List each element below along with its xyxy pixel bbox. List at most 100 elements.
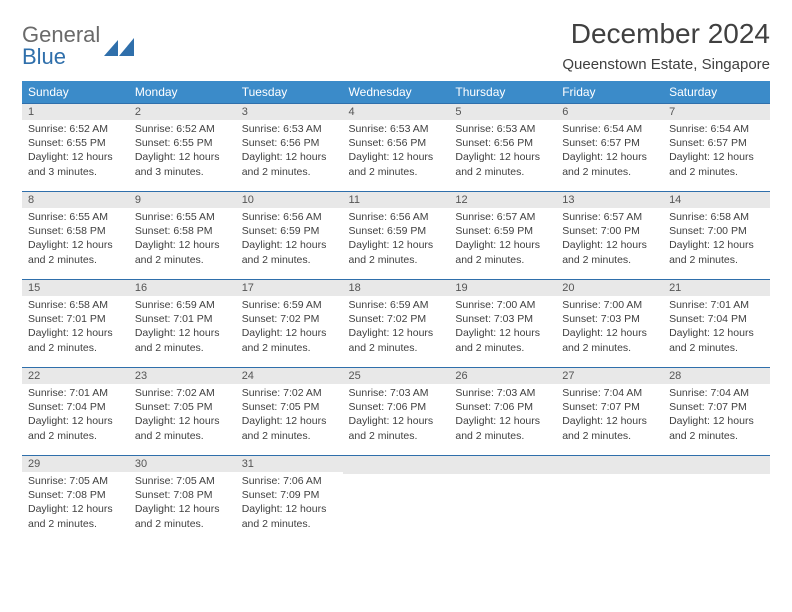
day-details: Sunrise: 6:59 AMSunset: 7:02 PMDaylight:… bbox=[236, 296, 343, 359]
daylight-line: Daylight: 12 hours and 2 minutes. bbox=[669, 414, 764, 442]
header: General Blue December 2024 Queenstown Es… bbox=[22, 18, 770, 73]
day-number: 19 bbox=[449, 279, 556, 296]
calendar-cell: 27Sunrise: 7:04 AMSunset: 7:07 PMDayligh… bbox=[556, 367, 663, 455]
sunrise-line: Sunrise: 6:53 AM bbox=[349, 122, 444, 136]
sunset-line: Sunset: 6:59 PM bbox=[455, 224, 550, 238]
sunrise-line: Sunrise: 7:01 AM bbox=[669, 298, 764, 312]
sunrise-line: Sunrise: 7:01 AM bbox=[28, 386, 123, 400]
sunset-line: Sunset: 7:08 PM bbox=[135, 488, 230, 502]
daylight-line: Daylight: 12 hours and 2 minutes. bbox=[669, 150, 764, 178]
calendar-cell bbox=[556, 455, 663, 543]
day-details: Sunrise: 7:04 AMSunset: 7:07 PMDaylight:… bbox=[663, 384, 770, 447]
calendar-cell: 9Sunrise: 6:55 AMSunset: 6:58 PMDaylight… bbox=[129, 191, 236, 279]
sunset-line: Sunset: 7:00 PM bbox=[669, 224, 764, 238]
calendar-cell: 24Sunrise: 7:02 AMSunset: 7:05 PMDayligh… bbox=[236, 367, 343, 455]
sunrise-line: Sunrise: 7:05 AM bbox=[135, 474, 230, 488]
sunrise-line: Sunrise: 6:52 AM bbox=[135, 122, 230, 136]
calendar-cell: 14Sunrise: 6:58 AMSunset: 7:00 PMDayligh… bbox=[663, 191, 770, 279]
daylight-line: Daylight: 12 hours and 2 minutes. bbox=[28, 414, 123, 442]
day-details-empty bbox=[449, 474, 556, 530]
day-details: Sunrise: 6:57 AMSunset: 6:59 PMDaylight:… bbox=[449, 208, 556, 271]
sunrise-line: Sunrise: 6:55 AM bbox=[135, 210, 230, 224]
day-details: Sunrise: 7:00 AMSunset: 7:03 PMDaylight:… bbox=[449, 296, 556, 359]
sunrise-line: Sunrise: 6:58 AM bbox=[28, 298, 123, 312]
calendar-cell: 15Sunrise: 6:58 AMSunset: 7:01 PMDayligh… bbox=[22, 279, 129, 367]
day-number: 8 bbox=[22, 191, 129, 208]
sunrise-line: Sunrise: 7:00 AM bbox=[562, 298, 657, 312]
day-details: Sunrise: 7:01 AMSunset: 7:04 PMDaylight:… bbox=[22, 384, 129, 447]
calendar-page: General Blue December 2024 Queenstown Es… bbox=[0, 0, 792, 555]
day-details-empty bbox=[663, 474, 770, 530]
daylight-line: Daylight: 12 hours and 2 minutes. bbox=[242, 238, 337, 266]
calendar-body: 1Sunrise: 6:52 AMSunset: 6:55 PMDaylight… bbox=[22, 103, 770, 543]
sunset-line: Sunset: 7:04 PM bbox=[669, 312, 764, 326]
sunset-line: Sunset: 7:07 PM bbox=[562, 400, 657, 414]
day-details: Sunrise: 6:59 AMSunset: 7:01 PMDaylight:… bbox=[129, 296, 236, 359]
sunrise-line: Sunrise: 6:53 AM bbox=[242, 122, 337, 136]
daylight-line: Daylight: 12 hours and 2 minutes. bbox=[349, 238, 444, 266]
calendar-cell: 20Sunrise: 7:00 AMSunset: 7:03 PMDayligh… bbox=[556, 279, 663, 367]
day-details-empty bbox=[343, 474, 450, 530]
weekday-header: Wednesday bbox=[343, 81, 450, 103]
sunset-line: Sunset: 7:01 PM bbox=[28, 312, 123, 326]
sunrise-line: Sunrise: 7:06 AM bbox=[242, 474, 337, 488]
daylight-line: Daylight: 12 hours and 2 minutes. bbox=[455, 326, 550, 354]
calendar-cell: 21Sunrise: 7:01 AMSunset: 7:04 PMDayligh… bbox=[663, 279, 770, 367]
sunset-line: Sunset: 7:01 PM bbox=[135, 312, 230, 326]
day-number: 11 bbox=[343, 191, 450, 208]
daylight-line: Daylight: 12 hours and 2 minutes. bbox=[28, 502, 123, 530]
sunrise-line: Sunrise: 7:02 AM bbox=[242, 386, 337, 400]
day-number: 13 bbox=[556, 191, 663, 208]
sunrise-line: Sunrise: 6:57 AM bbox=[455, 210, 550, 224]
sunrise-line: Sunrise: 6:59 AM bbox=[135, 298, 230, 312]
sunrise-line: Sunrise: 7:00 AM bbox=[455, 298, 550, 312]
day-details: Sunrise: 6:56 AMSunset: 6:59 PMDaylight:… bbox=[236, 208, 343, 271]
calendar-cell: 29Sunrise: 7:05 AMSunset: 7:08 PMDayligh… bbox=[22, 455, 129, 543]
daylight-line: Daylight: 12 hours and 2 minutes. bbox=[242, 414, 337, 442]
calendar-cell: 8Sunrise: 6:55 AMSunset: 6:58 PMDaylight… bbox=[22, 191, 129, 279]
day-details: Sunrise: 7:01 AMSunset: 7:04 PMDaylight:… bbox=[663, 296, 770, 359]
day-details: Sunrise: 6:56 AMSunset: 6:59 PMDaylight:… bbox=[343, 208, 450, 271]
calendar-cell bbox=[449, 455, 556, 543]
day-number: 30 bbox=[129, 455, 236, 472]
daylight-line: Daylight: 12 hours and 2 minutes. bbox=[669, 326, 764, 354]
day-details: Sunrise: 6:55 AMSunset: 6:58 PMDaylight:… bbox=[129, 208, 236, 271]
day-number: 15 bbox=[22, 279, 129, 296]
day-details: Sunrise: 7:06 AMSunset: 7:09 PMDaylight:… bbox=[236, 472, 343, 535]
daylight-line: Daylight: 12 hours and 2 minutes. bbox=[242, 150, 337, 178]
sunset-line: Sunset: 7:02 PM bbox=[349, 312, 444, 326]
calendar-row: 22Sunrise: 7:01 AMSunset: 7:04 PMDayligh… bbox=[22, 367, 770, 455]
calendar-row: 15Sunrise: 6:58 AMSunset: 7:01 PMDayligh… bbox=[22, 279, 770, 367]
daylight-line: Daylight: 12 hours and 2 minutes. bbox=[135, 238, 230, 266]
sunset-line: Sunset: 7:09 PM bbox=[242, 488, 337, 502]
sunset-line: Sunset: 7:00 PM bbox=[562, 224, 657, 238]
daylight-line: Daylight: 12 hours and 2 minutes. bbox=[349, 414, 444, 442]
day-details: Sunrise: 6:58 AMSunset: 7:01 PMDaylight:… bbox=[22, 296, 129, 359]
day-number: 27 bbox=[556, 367, 663, 384]
day-details: Sunrise: 6:53 AMSunset: 6:56 PMDaylight:… bbox=[236, 120, 343, 183]
sunset-line: Sunset: 6:56 PM bbox=[349, 136, 444, 150]
sunrise-line: Sunrise: 6:55 AM bbox=[28, 210, 123, 224]
sunrise-line: Sunrise: 7:04 AM bbox=[562, 386, 657, 400]
sunrise-line: Sunrise: 6:58 AM bbox=[669, 210, 764, 224]
daylight-line: Daylight: 12 hours and 2 minutes. bbox=[562, 150, 657, 178]
day-number-empty bbox=[663, 455, 770, 474]
day-number: 31 bbox=[236, 455, 343, 472]
day-number: 26 bbox=[449, 367, 556, 384]
sunrise-line: Sunrise: 6:54 AM bbox=[562, 122, 657, 136]
day-number: 17 bbox=[236, 279, 343, 296]
day-number: 23 bbox=[129, 367, 236, 384]
weekday-header: Monday bbox=[129, 81, 236, 103]
calendar-cell: 7Sunrise: 6:54 AMSunset: 6:57 PMDaylight… bbox=[663, 103, 770, 191]
calendar-row: 8Sunrise: 6:55 AMSunset: 6:58 PMDaylight… bbox=[22, 191, 770, 279]
calendar-cell: 3Sunrise: 6:53 AMSunset: 6:56 PMDaylight… bbox=[236, 103, 343, 191]
calendar-table: SundayMondayTuesdayWednesdayThursdayFrid… bbox=[22, 81, 770, 543]
calendar-cell: 6Sunrise: 6:54 AMSunset: 6:57 PMDaylight… bbox=[556, 103, 663, 191]
sunrise-line: Sunrise: 6:56 AM bbox=[349, 210, 444, 224]
daylight-line: Daylight: 12 hours and 2 minutes. bbox=[135, 414, 230, 442]
sunset-line: Sunset: 6:57 PM bbox=[669, 136, 764, 150]
day-number: 12 bbox=[449, 191, 556, 208]
daylight-line: Daylight: 12 hours and 2 minutes. bbox=[349, 150, 444, 178]
calendar-cell: 10Sunrise: 6:56 AMSunset: 6:59 PMDayligh… bbox=[236, 191, 343, 279]
day-details: Sunrise: 6:55 AMSunset: 6:58 PMDaylight:… bbox=[22, 208, 129, 271]
